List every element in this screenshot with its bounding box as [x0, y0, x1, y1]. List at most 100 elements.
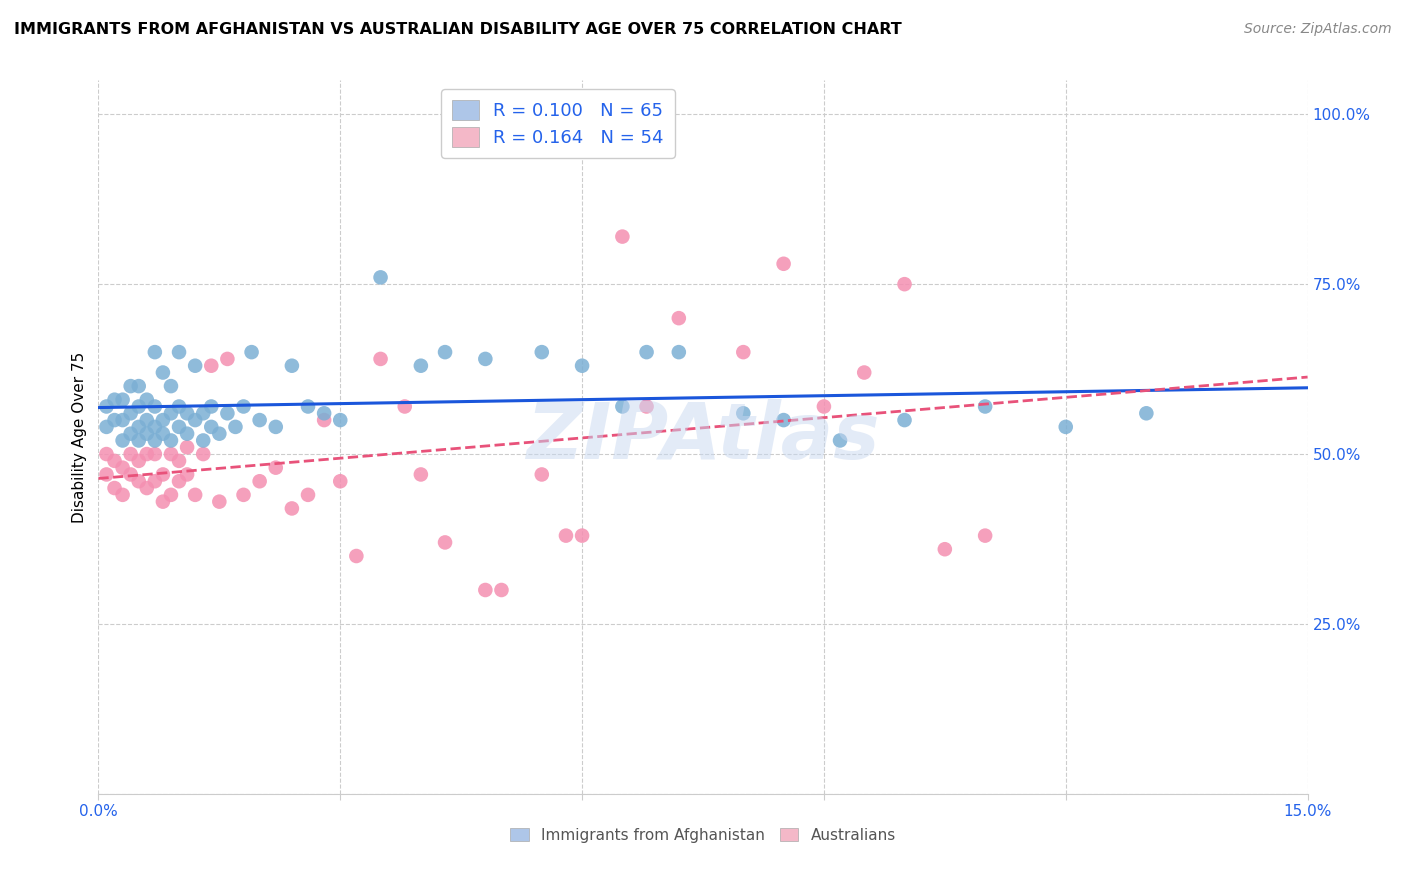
Point [530, 345, 553, 359]
Point [167, 475, 190, 489]
Point [329, 413, 352, 427]
Point [103, 454, 125, 468]
Point [200, 400, 222, 414]
Point [193, 406, 215, 420]
Point [128, 400, 150, 414]
Point [111, 392, 134, 407]
Point [571, 359, 593, 373]
Point [893, 413, 915, 427]
Point [120, 406, 142, 420]
Point [474, 351, 496, 366]
Point [143, 400, 166, 414]
Text: IMMIGRANTS FROM AFGHANISTAN VS AUSTRALIAN DISABILITY AGE OVER 75 CORRELATION CHA: IMMIGRANTS FROM AFGHANISTAN VS AUSTRALIA… [14, 22, 901, 37]
Point [193, 447, 215, 461]
Point [167, 345, 190, 359]
Point [128, 379, 150, 393]
Point [96, 467, 118, 482]
Point [612, 400, 634, 414]
Point [152, 494, 174, 508]
Point [491, 582, 513, 597]
Point [160, 406, 183, 420]
Point [612, 229, 634, 244]
Point [103, 481, 125, 495]
Point [135, 481, 157, 495]
Point [217, 406, 239, 420]
Point [555, 528, 578, 542]
Point [176, 467, 198, 482]
Point [143, 434, 166, 448]
Point [160, 434, 183, 448]
Point [853, 366, 876, 380]
Point [208, 426, 231, 441]
Point [200, 359, 222, 373]
Point [1135, 406, 1157, 420]
Point [208, 494, 231, 508]
Point [96, 420, 118, 434]
Point [111, 413, 134, 427]
Point [167, 400, 190, 414]
Point [143, 475, 166, 489]
Point [1054, 420, 1077, 434]
Point [160, 379, 183, 393]
Point [772, 413, 794, 427]
Point [232, 488, 254, 502]
Point [974, 528, 997, 542]
Point [143, 420, 166, 434]
Point [434, 345, 457, 359]
Point [217, 351, 239, 366]
Text: Source: ZipAtlas.com: Source: ZipAtlas.com [1244, 22, 1392, 37]
Y-axis label: Disability Age Over 75: Disability Age Over 75 [72, 351, 87, 523]
Point [176, 440, 198, 454]
Point [772, 257, 794, 271]
Point [370, 270, 392, 285]
Point [530, 467, 553, 482]
Legend: Immigrants from Afghanistan, Australians: Immigrants from Afghanistan, Australians [502, 820, 904, 850]
Point [668, 311, 690, 326]
Point [264, 420, 287, 434]
Point [160, 447, 183, 461]
Point [120, 379, 142, 393]
Point [281, 501, 304, 516]
Point [135, 447, 157, 461]
Point [184, 413, 207, 427]
Point [813, 400, 835, 414]
Point [240, 345, 263, 359]
Point [184, 359, 207, 373]
Point [152, 467, 174, 482]
Point [297, 400, 319, 414]
Point [128, 475, 150, 489]
Point [111, 434, 134, 448]
Point [733, 406, 755, 420]
Point [160, 488, 183, 502]
Point [167, 454, 190, 468]
Point [409, 359, 432, 373]
Point [733, 345, 755, 359]
Point [193, 434, 215, 448]
Point [571, 528, 593, 542]
Point [668, 345, 690, 359]
Point [474, 582, 496, 597]
Point [281, 359, 304, 373]
Point [152, 366, 174, 380]
Point [344, 549, 367, 563]
Point [297, 488, 319, 502]
Point [143, 345, 166, 359]
Point [329, 475, 352, 489]
Point [249, 413, 271, 427]
Text: ZIPAtlas: ZIPAtlas [526, 399, 880, 475]
Point [176, 406, 198, 420]
Point [120, 426, 142, 441]
Point [224, 420, 246, 434]
Point [636, 400, 658, 414]
Point [314, 406, 336, 420]
Point [974, 400, 997, 414]
Point [96, 400, 118, 414]
Point [232, 400, 254, 414]
Point [934, 542, 956, 557]
Point [103, 392, 125, 407]
Point [128, 434, 150, 448]
Point [394, 400, 416, 414]
Point [135, 392, 157, 407]
Point [636, 345, 658, 359]
Point [120, 467, 142, 482]
